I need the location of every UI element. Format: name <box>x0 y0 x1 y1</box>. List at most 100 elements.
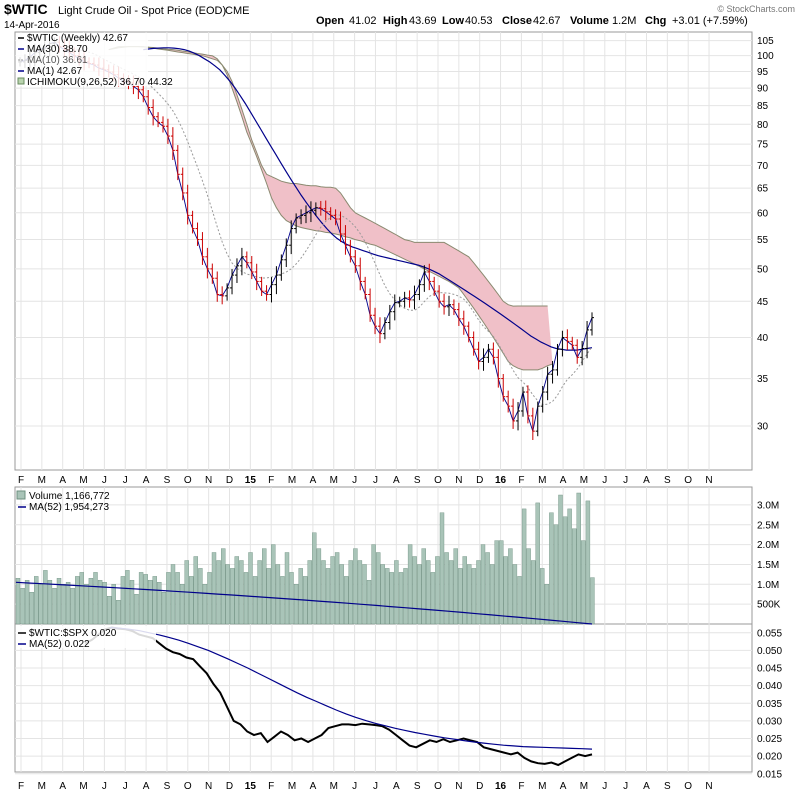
high-value: 43.69 <box>409 15 437 27</box>
volume-y-tick-label: 2.0M <box>757 540 779 551</box>
price-bar <box>230 269 235 295</box>
price-bar <box>530 407 535 441</box>
price-bar <box>151 99 156 126</box>
price-bar <box>451 299 456 316</box>
price-bar <box>392 294 397 321</box>
volume-bar <box>20 588 25 625</box>
price-bar <box>368 288 373 322</box>
volume-bar <box>549 512 554 625</box>
ratio-x-tick-label: J <box>102 781 107 792</box>
price-bar <box>170 127 175 160</box>
price-bar <box>585 320 590 359</box>
price-bar <box>461 310 466 335</box>
volume-bar <box>239 560 244 625</box>
price-y-tick-label: 35 <box>757 374 769 385</box>
volume-bar <box>453 548 458 625</box>
volume-bar <box>52 588 57 625</box>
price-bar <box>333 209 338 226</box>
volume-bar <box>544 584 550 625</box>
volume-bar <box>458 568 463 625</box>
volume-bar <box>166 572 171 625</box>
ratio-x-tick-label: N <box>205 781 212 792</box>
price-x-tick-label: M <box>538 475 546 486</box>
volume-bar <box>93 572 98 625</box>
ratio-x-tick-label: A <box>393 781 400 792</box>
volume-ma-legend: MA(52) 1,954,273 <box>29 502 109 513</box>
price-x-tick-label: F <box>18 475 24 486</box>
price-bar <box>328 207 333 221</box>
price-x-tick-label: M <box>38 475 46 486</box>
volume-bar <box>394 560 399 625</box>
price-y-tick-label: 105 <box>757 36 774 47</box>
ma1-line <box>19 41 593 433</box>
volume-bar <box>257 560 262 625</box>
price-x-tick-label: A <box>393 475 400 486</box>
ratio-x-tick-label: S <box>664 781 671 792</box>
volume-bar <box>362 564 367 625</box>
price-bar <box>239 247 244 276</box>
ohlc-summary: Open 41.02 High 43.69 Low 40.53 Close 42… <box>316 15 748 27</box>
ratio-x-tick-label: M <box>330 781 338 792</box>
volume-bar <box>371 544 376 625</box>
price-bar <box>254 263 259 291</box>
volume-moving-average <box>15 581 593 625</box>
price-x-tick-label: N <box>205 475 212 486</box>
ratio-x-tick-label: S <box>414 781 421 792</box>
volume-bar <box>161 592 167 625</box>
volume-value: 1.2M <box>612 15 636 27</box>
price-bar <box>348 239 353 263</box>
volume-bar <box>207 572 212 625</box>
price-bar <box>442 293 447 315</box>
price-bar <box>550 360 555 384</box>
ratio-x-tick-label: O <box>684 781 692 792</box>
price-bar <box>299 209 304 225</box>
volume-bar <box>407 544 413 625</box>
price-x-tick-label: M <box>330 475 338 486</box>
price-bar <box>525 385 530 424</box>
volume-y-tick-label: 1.5M <box>757 560 779 571</box>
ratio-x-tick-label: 16 <box>495 781 507 792</box>
price-bar <box>259 276 264 296</box>
volume-bar <box>334 552 340 625</box>
volume-bar <box>417 564 422 625</box>
ma10-line <box>64 49 593 406</box>
price-x-tick-label: D <box>226 475 233 486</box>
volume-bar <box>489 564 495 625</box>
price-x-tick-label: J <box>602 475 607 486</box>
volume-bar <box>97 580 103 625</box>
volume-bar <box>43 570 48 625</box>
volume-bar <box>462 556 467 625</box>
chart-exchange: CME <box>225 5 249 17</box>
price-y-tick-label: 50 <box>757 264 769 275</box>
price-bar <box>535 401 540 437</box>
volume-bar <box>508 548 513 625</box>
price-x-tick-label: A <box>143 475 150 486</box>
price-bar <box>580 340 585 366</box>
price-bar <box>427 263 432 291</box>
price-bar <box>432 276 437 296</box>
ratio-x-tick-label: N <box>705 781 712 792</box>
price-bar <box>402 291 407 308</box>
chart-symbol: $WTIC <box>4 1 48 17</box>
ma30-line <box>143 47 593 351</box>
legend-wtic: $WTIC (Weekly) 42.67 <box>27 33 128 44</box>
price-x-tick-label: M <box>79 475 87 486</box>
volume-bar <box>230 568 235 625</box>
volume-bar <box>211 552 217 625</box>
ratio-x-tick-label: A <box>143 781 150 792</box>
price-bar <box>338 211 343 243</box>
volume-bar <box>572 528 577 625</box>
ratio-ma52-line <box>109 626 593 750</box>
volume-bar <box>79 572 85 625</box>
price-bar <box>244 251 249 269</box>
price-x-tick-label: S <box>664 475 671 486</box>
price-bar <box>264 285 269 301</box>
price-y-tick-label: 100 <box>757 51 774 62</box>
price-bar <box>407 290 412 308</box>
volume-bar <box>47 580 53 625</box>
volume-bar <box>143 574 148 625</box>
ratio-title: $WTIC:$SPX 0.020 <box>29 628 117 639</box>
volume-bar <box>426 560 431 625</box>
price-x-tick-label: D <box>476 475 483 486</box>
volume-y-tick-label: 1.0M <box>757 580 779 591</box>
